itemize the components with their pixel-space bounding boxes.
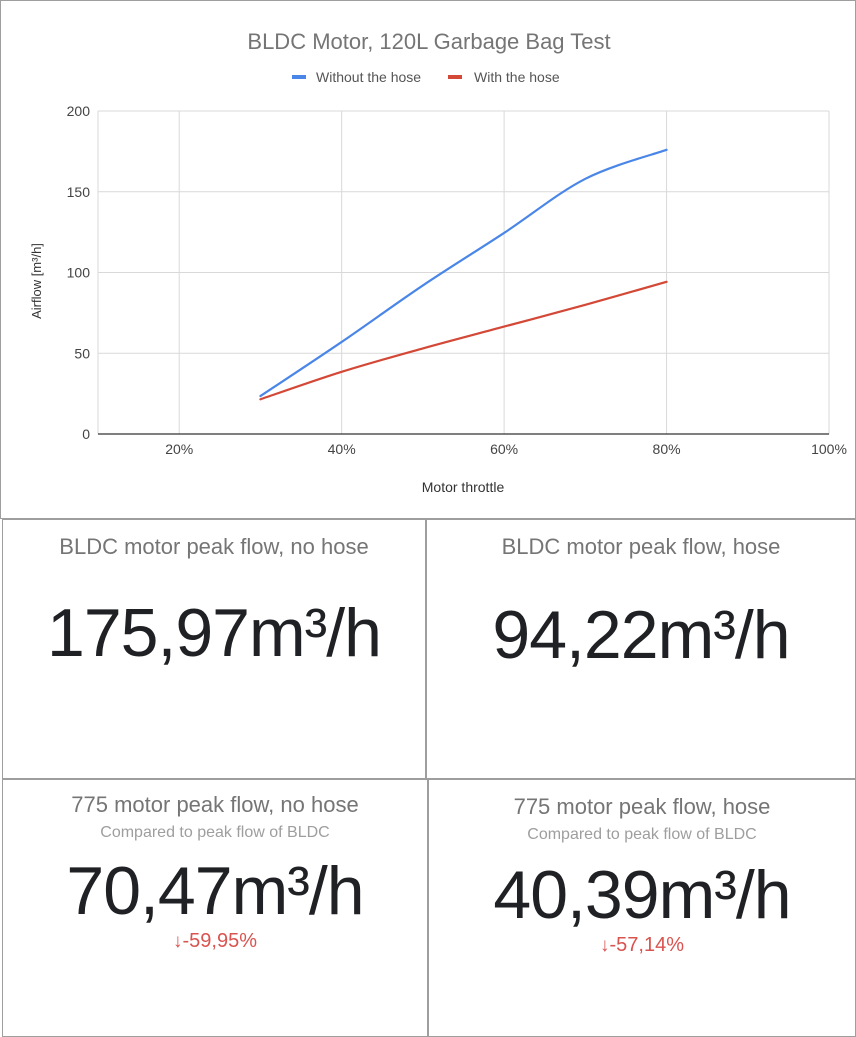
- arrow-down-icon: ↓: [600, 935, 610, 956]
- x-tick-label-1: 40%: [328, 441, 356, 457]
- scorecard-subtitle: Compared to peak flow of BLDC: [527, 826, 757, 843]
- series-line-0: [259, 148, 668, 398]
- scorecard-bldc-hose: BLDC motor peak flow, hose 94,22m³/h: [426, 519, 856, 779]
- x-tick-label-3: 80%: [653, 441, 681, 457]
- x-tick-label-0: 20%: [165, 441, 193, 457]
- legend-label-0: Without the hose: [316, 69, 421, 85]
- scorecard-title: 775 motor peak flow, hose: [513, 794, 771, 819]
- scorecard-value: 175,97m³/h: [47, 595, 382, 671]
- scorecard-delta-value: -59,95%: [182, 930, 258, 952]
- scorecard-title: BLDC motor peak flow, hose: [501, 534, 781, 559]
- scorecard-title: 775 motor peak flow, no hose: [71, 792, 359, 817]
- series-line-1: [259, 280, 668, 401]
- scorecard-delta-value: -57,14%: [609, 934, 685, 956]
- scorecard-title: BLDC motor peak flow, no hose: [59, 534, 369, 559]
- scorecard-value: 94,22m³/h: [492, 597, 790, 673]
- y-tick-label-2: 100: [67, 265, 91, 281]
- scorecard-value: 40,39m³/h: [493, 857, 791, 933]
- airflow-chart-panel: BLDC Motor, 120L Garbage Bag Test Without…: [0, 0, 856, 519]
- scorecard-775-hose: 775 motor peak flow, hose Compared to pe…: [428, 779, 856, 1037]
- x-tick-label-2: 60%: [490, 441, 518, 457]
- y-tick-label-1: 50: [74, 345, 90, 361]
- y-tick-label-0: 0: [82, 426, 90, 442]
- airflow-line-chart: BLDC Motor, 120L Garbage Bag Test Without…: [29, 29, 847, 495]
- y-tick-label-3: 150: [67, 184, 91, 200]
- x-axis-label: Motor throttle: [422, 479, 505, 495]
- scorecard-value: 70,47m³/h: [66, 853, 364, 929]
- arrow-down-icon: ↓: [173, 931, 183, 952]
- scorecard-subtitle: Compared to peak flow of BLDC: [100, 824, 330, 841]
- x-tick-label-4: 100%: [811, 441, 847, 457]
- chart-title: BLDC Motor, 120L Garbage Bag Test: [247, 29, 610, 54]
- scorecard-delta: ↓-59,95%: [3, 930, 427, 953]
- y-tick-label-4: 200: [67, 103, 91, 119]
- scorecard-775-no-hose: 775 motor peak flow, no hose Compared to…: [2, 779, 428, 1037]
- legend-label-1: With the hose: [474, 69, 560, 85]
- y-axis-label: Airflow [m³/h]: [29, 243, 44, 319]
- scorecard-delta: ↓-57,14%: [429, 934, 855, 957]
- scorecard-bldc-no-hose: BLDC motor peak flow, no hose 175,97m³/h: [2, 519, 426, 779]
